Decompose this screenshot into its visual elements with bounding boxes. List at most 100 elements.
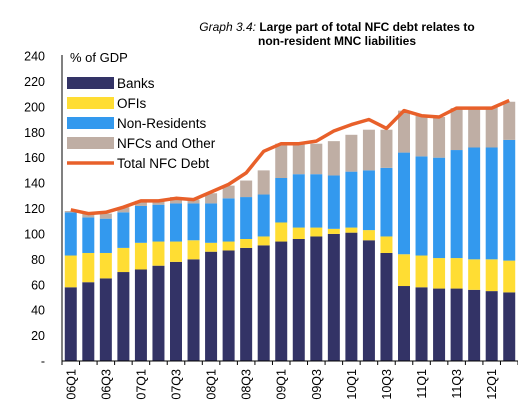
legend-item: Total NFC Debt	[67, 156, 210, 171]
x-tick-label: 08Q3	[240, 369, 254, 400]
y-tick-label: 180	[24, 126, 45, 140]
bar-segment	[310, 236, 323, 361]
bar-segment	[345, 227, 358, 233]
bar-segment	[275, 222, 288, 242]
y-tick-label: 140	[24, 177, 45, 191]
bar-segment	[398, 152, 410, 255]
y-tick-label: 100	[24, 227, 45, 241]
y-tick-label: 160	[24, 151, 45, 165]
bar-segment	[398, 254, 410, 287]
bar-segment	[117, 212, 130, 248]
bar-segment	[170, 203, 182, 242]
x-axis-ticks: 06Q1 06Q3 07Q1 07Q3 08Q1 08Q3 09Q1 09Q3 10Q1 10Q3…	[61, 361, 518, 400]
bar-segment	[257, 245, 270, 361]
bar-segment	[450, 150, 463, 259]
x-tick-label: 10Q3	[380, 369, 394, 400]
bar-segment	[222, 241, 235, 251]
bar-segment	[327, 228, 340, 234]
bar-segment	[64, 255, 77, 288]
y-axis-unit: % of GDP	[70, 50, 128, 65]
legend-label: OFIs	[117, 96, 146, 111]
bar-segment	[345, 232, 358, 361]
bar-segment	[257, 170, 270, 195]
bar-segment	[292, 239, 305, 361]
chart-title-text-line1: Large part of total NFC debt relates to	[259, 20, 474, 34]
bar-segment	[292, 143, 305, 175]
bar-segment	[82, 217, 95, 253]
x-tick-label: 09Q1	[275, 369, 289, 400]
bar-segment	[117, 207, 130, 213]
bar-segment	[433, 117, 446, 158]
bar-segment	[327, 233, 340, 361]
x-tick-label: 10Q1	[345, 369, 359, 400]
x-tick-label: 11Q3	[450, 369, 464, 399]
bar-segment	[327, 141, 340, 176]
bar-segment	[134, 242, 147, 270]
bar-segment	[99, 213, 112, 219]
bar-segment	[468, 108, 481, 148]
chart-title-prefix: Graph 3.4:	[199, 20, 256, 34]
legend-item: Non-Residents	[67, 116, 207, 131]
bar-segment	[415, 255, 428, 288]
bar-segment	[240, 239, 253, 248]
legend-swatch	[67, 117, 114, 129]
bar-segment	[398, 110, 410, 153]
y-tick-label: 60	[31, 278, 45, 292]
y-tick-label: 120	[24, 202, 45, 216]
bar-segment	[152, 200, 165, 205]
bar-segment	[433, 258, 446, 289]
chart-title-line2: non-resident MNC liabilities	[258, 34, 416, 48]
bar-segment	[82, 252, 95, 283]
bar-segment	[450, 108, 463, 151]
bar-segment	[362, 240, 375, 361]
total-nfc-debt-line	[70, 98, 510, 216]
bar-segment	[257, 194, 270, 237]
bar-segment	[485, 106, 498, 148]
bar-segment	[468, 289, 481, 361]
bar-segment	[362, 230, 375, 241]
legend-swatch	[67, 77, 114, 89]
bar-segment	[240, 247, 253, 361]
bar-segment	[362, 129, 375, 171]
bar-segment	[345, 134, 358, 172]
bar-segment	[152, 204, 165, 242]
bar-segment	[205, 242, 218, 252]
bar-segment	[205, 193, 218, 204]
x-tick-label: 06Q3	[99, 369, 113, 400]
bar-segment	[82, 282, 95, 361]
bar-segment	[117, 247, 130, 273]
x-tick-label: 07Q3	[170, 369, 184, 400]
bar-segment	[275, 241, 288, 361]
legend-swatch	[67, 137, 114, 149]
bar-segment	[398, 286, 410, 361]
bar-segment	[205, 251, 218, 361]
bar-segment	[345, 171, 358, 228]
bar-segment	[222, 198, 235, 242]
bar-segment	[503, 139, 516, 261]
bar-segment	[310, 143, 323, 175]
x-tick-label: 06Q1	[64, 369, 78, 400]
bar-segment	[485, 147, 498, 260]
bar-segment	[450, 258, 463, 289]
bar-segment	[240, 180, 253, 198]
bar-segment	[380, 129, 393, 168]
bar-segment	[415, 115, 428, 157]
bar-segment	[310, 174, 323, 228]
bar-segment	[327, 175, 340, 229]
x-tick-label: 07Q1	[134, 369, 148, 400]
bar-segment	[380, 236, 393, 253]
legend-item: OFIs	[67, 96, 146, 111]
bar-segment	[117, 272, 130, 361]
legend-label: Total NFC Debt	[117, 156, 210, 171]
bar-segment	[64, 211, 77, 213]
bar-segment	[134, 200, 147, 206]
y-tick-label: 200	[24, 100, 45, 114]
bar-segment	[240, 197, 253, 239]
legend-item: Banks	[67, 76, 155, 91]
bar-segment	[99, 218, 112, 253]
bar-segment	[362, 170, 375, 231]
bar-segment	[187, 203, 200, 241]
bar-segment	[380, 252, 393, 361]
bar-segment	[485, 259, 498, 292]
